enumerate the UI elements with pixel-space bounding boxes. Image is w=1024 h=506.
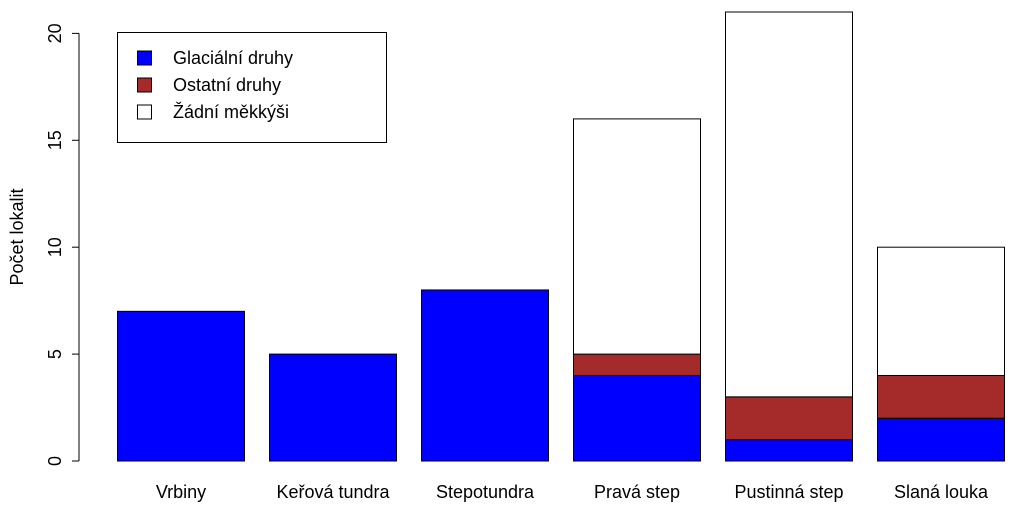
category-label: Stepotundra — [436, 482, 535, 502]
category-label: Keřová tundra — [276, 482, 390, 502]
y-tick-label: 20 — [45, 23, 65, 43]
bar-ostatni-druhy-prava-step — [573, 353, 701, 376]
bar-glacialni-druhy-stepotundra — [421, 289, 549, 462]
legend: Glaciální druhy Ostatní druhy Žádní měkkýš… — [117, 32, 387, 143]
bars — [117, 11, 1005, 462]
bar-zadni-mekkysi-prava-step — [573, 118, 701, 355]
y-axis-title: Počet lokalit — [7, 188, 27, 285]
y-axis: 0 5 10 15 20 — [45, 23, 80, 466]
category-label: Pravá step — [594, 482, 680, 502]
legend-label-glacialni-druhy: Glaciální druhy — [173, 48, 293, 68]
bar-stack-pustinna-step — [725, 11, 853, 462]
bar-stack-prava-step — [573, 118, 701, 462]
y-tick-label: 5 — [45, 349, 65, 359]
bar-zadni-mekkysi-slana-louka — [877, 246, 1005, 376]
bar-stack-slana-louka — [877, 246, 1005, 462]
legend-swatch-ostatni-druhy — [137, 77, 152, 93]
bar-glacialni-druhy-kerova-tundra — [269, 353, 397, 462]
bar-glacialni-druhy-prava-step — [573, 374, 701, 462]
bar-glacialni-druhy-pustinna-step — [725, 439, 853, 462]
bar-stack-vrbiny — [117, 310, 245, 462]
bar-glacialni-druhy-vrbiny — [117, 310, 245, 462]
category-label: Pustinná step — [734, 482, 843, 502]
category-label: Slaná louka — [894, 482, 989, 502]
legend-label-ostatni-druhy: Ostatní druhy — [173, 75, 281, 95]
bar-glacialni-druhy-slana-louka — [877, 417, 1005, 462]
legend-label-zadni-mekkysi: Žádní měkkýši — [173, 102, 289, 122]
bar-ostatni-druhy-pustinna-step — [725, 396, 853, 441]
category-label: Vrbiny — [156, 482, 206, 502]
bar-ostatni-druhy-slana-louka — [877, 374, 1005, 419]
legend-swatch-zadni-mekkysi — [137, 104, 152, 120]
bar-zadni-mekkysi-pustinna-step — [725, 11, 853, 398]
y-tick-label: 15 — [45, 130, 65, 150]
category-labels: Vrbiny Keřová tundra Stepotundra Pravá step… — [156, 482, 989, 502]
bar-stack-stepotundra — [421, 289, 549, 462]
y-tick-label: 0 — [45, 456, 65, 466]
bar-stack-kerova-tundra — [269, 353, 397, 462]
y-tick-label: 10 — [45, 237, 65, 257]
legend-swatch-glacialni-druhy — [137, 50, 152, 66]
legend-box — [117, 32, 387, 143]
